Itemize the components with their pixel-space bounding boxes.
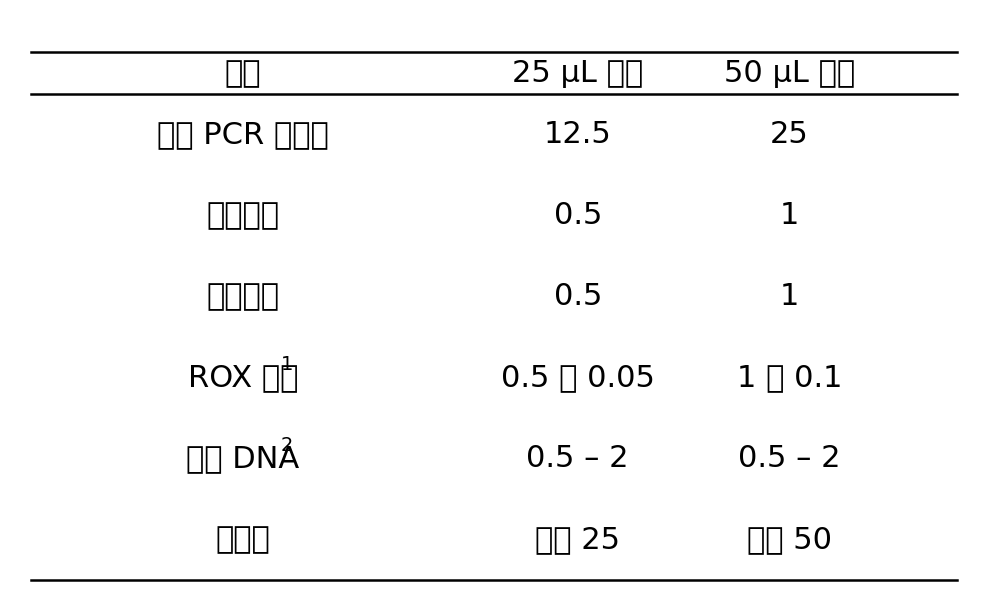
Text: 引物溶液: 引物溶液 <box>206 201 280 230</box>
Text: 探针溶液: 探针溶液 <box>206 282 280 311</box>
Text: 1: 1 <box>780 201 799 230</box>
Text: 2: 2 <box>281 436 293 455</box>
Text: 0.5: 0.5 <box>553 201 602 230</box>
Text: 三蒸水: 三蒸水 <box>215 525 270 554</box>
Text: 0.5 – 2: 0.5 – 2 <box>527 444 629 473</box>
Text: 12.5: 12.5 <box>543 120 612 149</box>
Text: 0.5 或 0.05: 0.5 或 0.05 <box>501 363 655 392</box>
Text: 1 或 0.1: 1 或 0.1 <box>737 363 843 392</box>
Text: 1: 1 <box>281 355 293 374</box>
Text: 试剂: 试剂 <box>224 59 261 88</box>
Text: 50 μL 体系: 50 μL 体系 <box>724 59 856 88</box>
Text: 1: 1 <box>780 282 799 311</box>
Text: 加至 50: 加至 50 <box>747 525 832 554</box>
Text: 荧光 PCR 预混液: 荧光 PCR 预混液 <box>157 120 329 149</box>
Text: 样品 DNA: 样品 DNA <box>186 444 299 473</box>
Text: 0.5 – 2: 0.5 – 2 <box>738 444 841 473</box>
Text: 0.5: 0.5 <box>553 282 602 311</box>
Text: 25: 25 <box>771 120 809 149</box>
Text: 25 μL 体系: 25 μL 体系 <box>512 59 643 88</box>
Text: ROX 染料: ROX 染料 <box>188 363 298 392</box>
Text: 加至 25: 加至 25 <box>535 525 620 554</box>
